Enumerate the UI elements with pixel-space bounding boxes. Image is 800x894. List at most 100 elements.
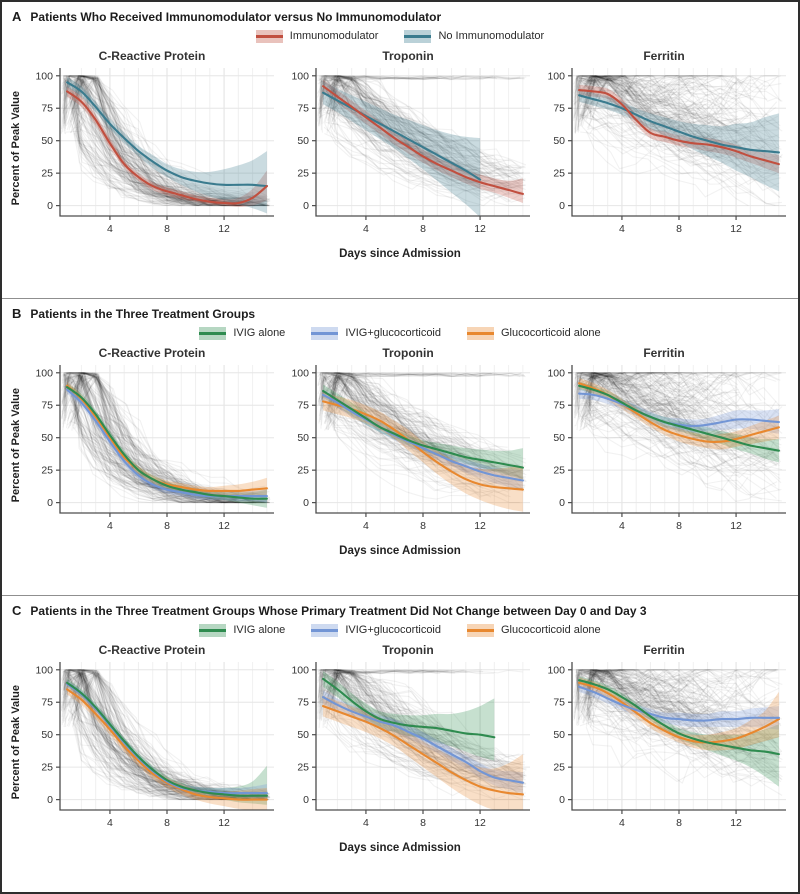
patient-trajectory-line <box>573 75 710 117</box>
patient-trajectory-line <box>579 372 782 402</box>
patient-trajectory-line <box>331 670 520 761</box>
patient-trajectory-line <box>324 670 509 773</box>
patient-trajectory-line <box>583 75 711 129</box>
patient-trajectory-line <box>579 78 750 167</box>
legend-swatch-icon <box>199 623 227 637</box>
patient-trajectory-line <box>330 372 521 487</box>
patient-trajectory-line <box>332 89 465 177</box>
patient-trajectory-line <box>576 372 781 463</box>
trend-line <box>578 94 780 154</box>
patient-trajectory-line <box>321 673 527 777</box>
patient-trajectory-line <box>573 75 777 106</box>
trend-line <box>66 386 268 500</box>
patient-trajectory-line <box>575 669 782 756</box>
x-tick-label: 12 <box>730 223 742 235</box>
y-tick-label: 100 <box>547 664 565 676</box>
patient-trajectory-line <box>324 372 435 439</box>
patient-trajectory-line <box>61 372 271 499</box>
patient-trajectory-line <box>74 76 213 195</box>
patient-trajectory-line <box>67 377 198 491</box>
chart-canvas: 0 25 50 75 100 4 8 12 <box>35 68 274 235</box>
patient-trajectory-line <box>579 708 777 744</box>
patient-trajectory-line <box>331 75 525 123</box>
panel-title: Patients Who Received Immunomodulator ve… <box>30 10 442 24</box>
patient-trajectory-line <box>329 75 526 191</box>
patient-trajectory-line <box>72 95 225 207</box>
patient-trajectory-line <box>323 126 436 183</box>
patient-trajectory-line <box>66 78 181 178</box>
patient-trajectory-line <box>577 672 783 756</box>
patient-trajectory-line <box>68 669 211 783</box>
patient-trajectory-line <box>323 372 494 467</box>
legend-label: Immunomodulator <box>289 30 379 42</box>
patient-trajectory-line <box>586 75 721 110</box>
trend-line <box>322 677 496 739</box>
panel-c: C Patients in the Three Treatment Groups … <box>2 595 798 892</box>
patient-trajectory-line <box>330 129 468 205</box>
patient-trajectory-line <box>64 673 237 796</box>
patient-trajectory-line <box>72 401 255 504</box>
patient-trajectory-line <box>583 400 768 455</box>
patient-trajectory-line <box>67 75 208 200</box>
patient-trajectory-line <box>71 372 210 502</box>
chart-title: Troponin <box>382 346 434 360</box>
patient-trajectory-line <box>72 717 239 801</box>
confidence-band <box>579 681 779 730</box>
patient-trajectory-line <box>64 669 182 793</box>
patient-trajectory-line <box>585 75 768 100</box>
legend-item: IVIG+glucocorticoid <box>311 326 441 340</box>
patient-trajectory-line <box>582 75 782 150</box>
patient-trajectory-line <box>60 76 196 197</box>
patient-trajectory-line <box>62 374 268 504</box>
patient-trajectory-line <box>573 372 752 450</box>
patient-trajectory-line <box>317 372 455 466</box>
patient-trajectory-line <box>589 372 725 410</box>
chart-title: C-Reactive Protein <box>98 643 206 657</box>
patient-trajectory-line <box>329 77 523 189</box>
patient-trajectory-line <box>579 674 783 760</box>
patient-trajectory-line <box>322 375 435 450</box>
patient-trajectory-line <box>322 75 522 186</box>
patient-trajectory-line <box>72 79 270 207</box>
patient-trajectory-line <box>586 698 779 736</box>
patient-trajectory-line <box>574 377 780 417</box>
patient-trajectory-line <box>321 372 525 492</box>
legend-label: IVIG alone <box>233 624 286 636</box>
patient-trajectory-line <box>332 672 521 777</box>
patient-trajectory-line <box>68 389 193 500</box>
patient-trajectory-line <box>589 75 783 113</box>
patient-trajectory-line <box>320 373 521 480</box>
patient-trajectory-line <box>574 75 724 145</box>
patient-trajectory-line <box>74 75 268 201</box>
y-tick-label: 50 <box>41 432 53 444</box>
patient-trajectory-line <box>579 105 697 134</box>
patient-trajectory-line <box>588 75 706 127</box>
patient-trajectory-line <box>320 671 453 775</box>
patient-trajectory-line <box>322 372 523 490</box>
patient-trajectory-line <box>324 671 527 777</box>
patient-trajectory-line <box>586 372 692 418</box>
patient-trajectory-line <box>578 75 752 124</box>
patient-trajectory-line <box>575 669 776 713</box>
patient-trajectory-line <box>61 376 235 501</box>
patient-trajectory-line <box>330 713 435 782</box>
patient-trajectory-line <box>585 100 736 159</box>
patient-trajectory-line <box>575 75 722 145</box>
patient-trajectory-line <box>327 373 520 466</box>
patient-trajectory-line <box>574 375 777 427</box>
legend-swatch-icon <box>199 326 227 340</box>
patient-trajectory-line <box>583 75 779 152</box>
patient-trajectory-line <box>325 376 526 468</box>
patient-trajectory-line <box>583 681 736 757</box>
patient-trajectory-line <box>581 375 776 492</box>
x-axis-label: Days since Admission <box>339 545 461 557</box>
plot-content <box>60 669 271 810</box>
patient-trajectory-line <box>585 75 777 174</box>
patient-trajectory-line <box>579 670 708 709</box>
patient-trajectory-line <box>584 75 763 106</box>
patient-trajectory-line <box>73 688 270 801</box>
patient-trajectory-line <box>61 670 269 795</box>
patient-trajectory-line <box>589 373 691 427</box>
y-tick-label: 50 <box>297 432 309 444</box>
patient-trajectory-line <box>585 372 740 408</box>
